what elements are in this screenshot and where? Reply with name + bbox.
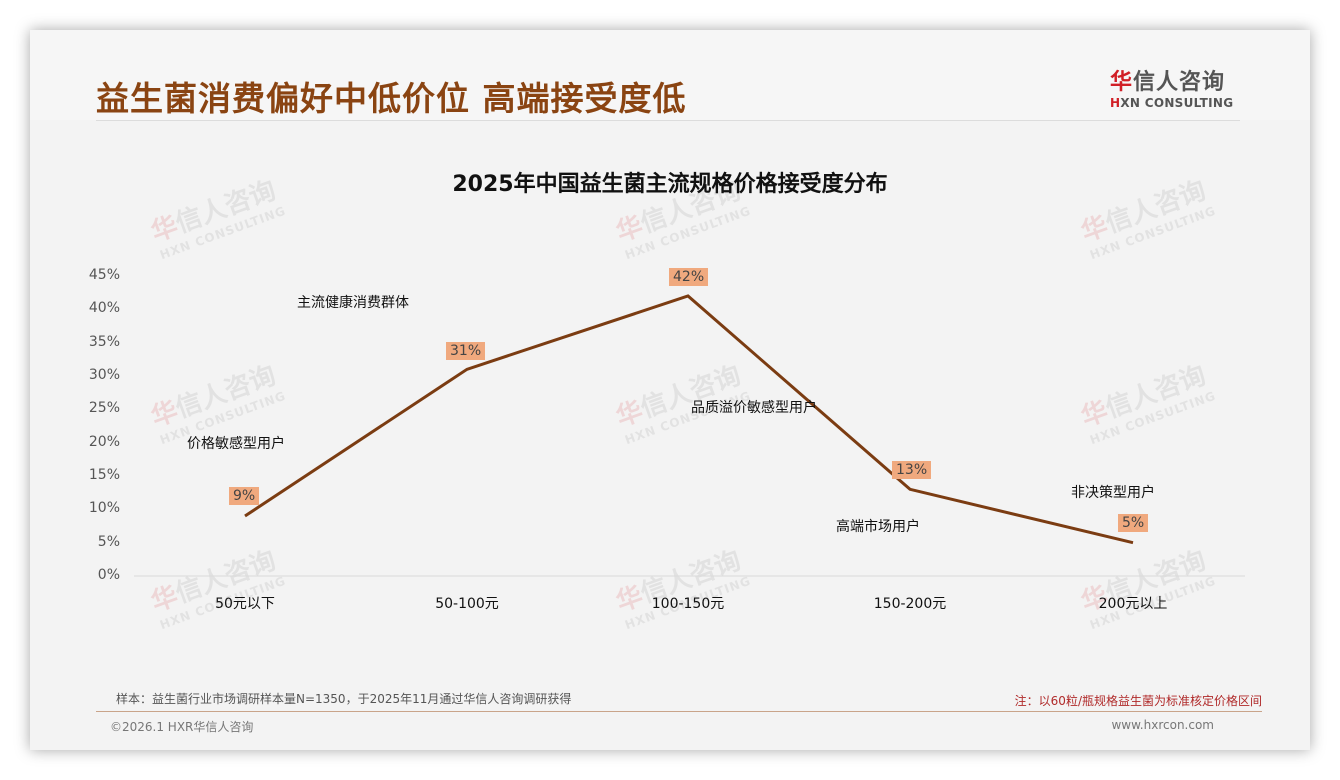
x-tick: 100-150元 <box>651 596 725 612</box>
data-label: 13% <box>892 461 932 479</box>
y-tick: 10% <box>88 500 120 516</box>
footer-divider <box>96 711 1262 712</box>
segment-annotation: 品质溢价敏感型用户 <box>691 400 817 416</box>
series-line <box>244 294 1134 545</box>
line-plot <box>134 294 1245 577</box>
data-label: 31% <box>446 342 486 360</box>
data-label: 9% <box>229 487 260 505</box>
x-tick: 200元以上 <box>1098 596 1168 612</box>
logo-en: HXN CONSULTING <box>1110 96 1234 110</box>
x-tick: 150-200元 <box>873 596 947 612</box>
x-tick: 50元以下 <box>215 596 275 612</box>
data-label: 42% <box>669 268 709 286</box>
y-tick: 0% <box>97 567 120 583</box>
chart-title: 2025年中国益生菌主流规格价格接受度分布 <box>452 172 888 197</box>
segment-annotation: 高端市场用户 <box>836 519 920 535</box>
x-tick: 50-100元 <box>435 596 499 612</box>
y-tick: 15% <box>88 467 120 483</box>
y-tick: 45% <box>88 267 120 283</box>
y-tick: 35% <box>88 334 120 350</box>
segment-annotation: 主流健康消费群体 <box>297 295 409 311</box>
y-tick: 30% <box>88 367 120 383</box>
segment-annotation: 价格敏感型用户 <box>187 436 285 452</box>
logo-cn: 华信人咨询 <box>1110 70 1226 95</box>
slide: 益生菌消费偏好中低价位 高端接受度低 华信人咨询 HXN CONSULTING … <box>30 30 1310 750</box>
copyright: ©2026.1 HXR华信人咨询 <box>110 720 254 734</box>
segment-annotation: 非决策型用户 <box>1071 485 1155 501</box>
price-note: 注：以60粒/瓶规格益生菌为标准核定价格区间 <box>1014 694 1262 708</box>
sample-note: 样本：益生菌行业市场调研样本量N=1350，于2025年11月通过华信人咨询调研… <box>116 692 572 706</box>
y-tick: 40% <box>88 300 120 316</box>
y-tick: 25% <box>88 400 120 416</box>
data-label: 5% <box>1118 514 1149 532</box>
header-band <box>30 30 1310 120</box>
y-tick: 5% <box>97 534 120 550</box>
page-title: 益生菌消费偏好中低价位 高端接受度低 <box>96 79 687 118</box>
website-link[interactable]: www.hxrcon.com <box>1111 718 1214 732</box>
title-divider <box>96 120 1240 121</box>
y-tick: 20% <box>88 434 120 450</box>
company-logo: 华信人咨询 HXN CONSULTING <box>1110 64 1240 110</box>
